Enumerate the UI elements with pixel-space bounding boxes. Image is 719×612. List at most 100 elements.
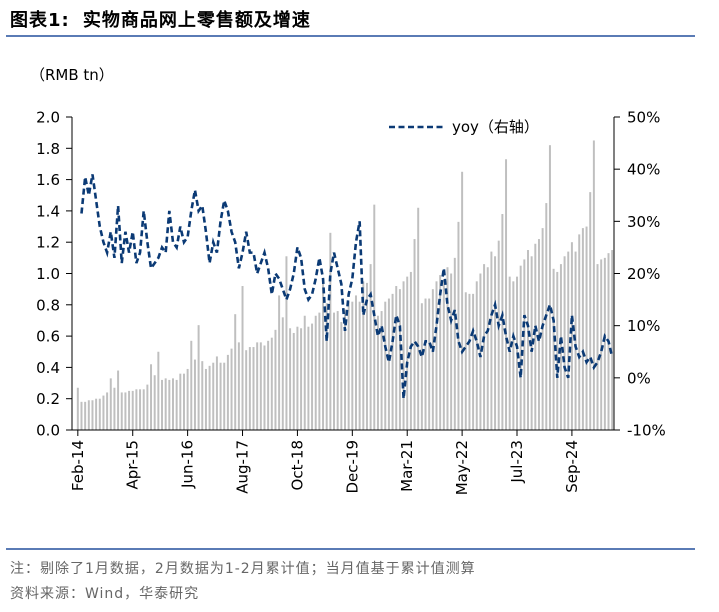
bar [380,311,383,430]
bar [534,243,537,430]
y-right-tick-label: -10% [627,422,666,440]
bar [84,401,87,430]
bar [201,361,204,430]
bar [600,259,603,430]
y-right-tick-label: 20% [627,265,660,283]
bar [157,351,160,430]
bar [406,276,409,430]
bar [494,256,497,430]
bar [581,228,584,430]
bar [237,342,240,430]
bar [106,392,109,430]
bar [519,265,522,430]
bar [281,317,284,430]
bar [387,298,390,430]
legend: yoy（右轴） [389,118,539,136]
bar [153,375,156,430]
y-right-tick-label: 40% [627,161,660,179]
bar [475,281,478,430]
bar [150,364,153,430]
bar [548,145,551,431]
bar [190,340,193,430]
bar [215,356,218,430]
bar [340,322,343,430]
bar [245,350,248,430]
bar [197,325,200,430]
bar [109,378,112,430]
bar [453,257,456,430]
bar [333,312,336,431]
bar [267,340,270,430]
bar [420,303,423,430]
bar [263,345,266,430]
bar [391,293,394,430]
bar [91,400,94,430]
bar [142,389,145,430]
bar [161,379,163,430]
x-tick-label: Aug-17 [234,440,252,494]
bar [223,362,226,430]
y-right-tick-label: 10% [627,317,660,335]
bar [329,232,332,430]
bar [230,348,233,430]
bar [446,267,449,430]
bar [322,278,325,430]
bar [369,264,372,430]
bar [131,390,134,431]
bar [285,256,288,430]
bar [314,315,317,430]
bar [182,373,185,430]
source-note: 资料来源：Wind，华泰研究 [10,586,200,602]
bar [219,362,222,430]
bar [409,271,412,430]
bar [358,301,361,430]
bar [124,392,127,430]
bar [87,400,90,430]
bar [336,311,339,430]
bar [570,242,573,430]
bar [307,326,310,430]
bar [537,239,540,430]
x-tick-label: Feb-14 [69,440,87,491]
bar [424,298,427,430]
x-tick-label: Mar-21 [398,440,416,492]
y-left-tick-label: 0.2 [36,390,60,408]
bar [527,250,529,430]
bar [596,264,599,430]
bar [102,395,105,430]
bar [208,365,211,430]
bar [76,387,79,430]
bar [117,370,120,430]
bar [120,392,123,430]
bar [457,221,460,430]
bar [80,401,83,430]
y-right-tick-label: 50% [627,109,660,127]
bar [431,289,434,430]
x-tick-label: Apr-15 [124,440,142,490]
bar [289,328,292,430]
bar [611,250,614,430]
bar [292,332,295,430]
bar [175,379,178,430]
bar [113,387,116,430]
x-tick-label: Jul-23 [508,440,526,484]
bar [428,298,431,430]
bar [164,378,167,430]
bar [486,267,489,430]
bar [585,226,588,430]
unit-label: （RMB tn） [30,66,114,84]
bar [483,264,486,430]
x-tick-label: Sep-24 [563,440,581,493]
bar [398,289,401,430]
y-left-tick-label: 1.8 [36,140,60,158]
bar [592,140,595,430]
bar [179,373,182,430]
bar [270,337,273,430]
bar [168,379,171,430]
bar [461,171,464,430]
bar [413,239,416,430]
bar [139,389,142,430]
bar [442,279,445,430]
bar [354,295,357,430]
bar [497,240,500,430]
